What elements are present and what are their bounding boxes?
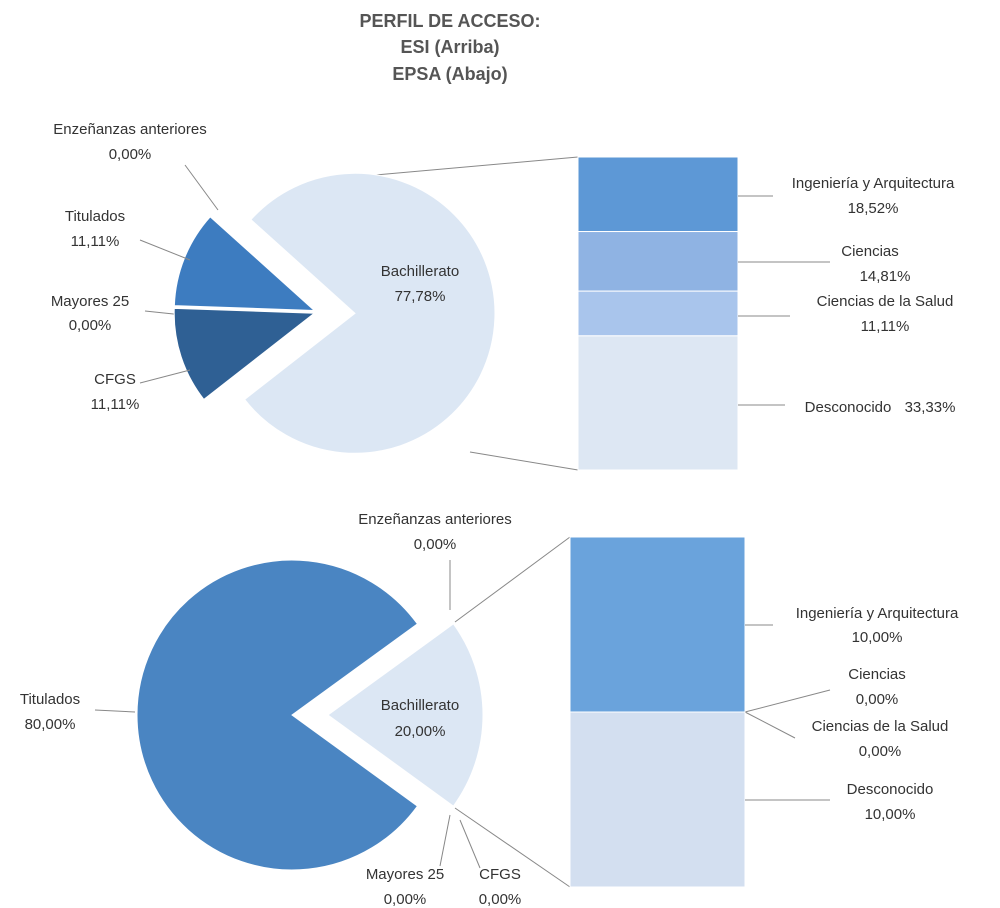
leader-line [184,164,219,211]
bar-value: 18,52% [848,200,899,217]
slice-label: Enzeñanzas anteriores [53,121,206,138]
slice-label: Titulados [20,691,80,708]
slice-label: Bachillerato [381,263,459,280]
leader-line [744,689,831,713]
bar-value: 11,11% [861,318,910,335]
slice-value: 77,78% [395,288,446,305]
slice-value: 11,11% [71,233,120,250]
bar-value: 33,33% [905,399,956,416]
pie-slice [327,623,484,807]
connector [454,536,571,623]
bar-label: Desconocido [805,399,892,416]
slice-value: 0,00% [69,317,112,334]
bar-segment [569,711,746,888]
bar-label: Ciencias de la Salud [817,293,954,310]
chart-title: ESI (Arriba) [400,37,499,57]
bar-label: Ingeniería y Arquitectura [796,605,959,622]
connector [469,451,579,471]
pie-slice [243,172,496,454]
bar-value: 0,00% [859,743,902,760]
connector [454,807,571,888]
bar-segment [569,536,746,713]
bar-label: Ciencias [848,666,906,683]
bar-segment [577,290,739,337]
bar-label: Ciencias de la Salud [812,718,949,735]
leader-line [94,709,136,713]
slice-label: Enzeñanzas anteriores [358,511,511,528]
connector [375,156,579,176]
bar-segment [577,335,739,471]
leader-line [139,369,191,384]
bar-label: Desconocido [847,781,934,798]
slice-label: Bachillerato [381,697,459,714]
slice-value: 80,00% [25,716,76,733]
bar-segment [577,231,739,292]
chart-title: PERFIL DE ACCESO: [359,11,540,31]
slice-label: Mayores 25 [366,866,444,883]
leader-line [139,239,191,261]
slice-label: Mayores 25 [51,293,129,310]
slice-value: 11,11% [91,396,140,413]
chart-title: EPSA (Abajo) [392,64,507,84]
slice-value: 0,00% [479,891,522,908]
bar-label: Ingeniería y Arquitectura [792,175,955,192]
bar-value: 0,00% [856,691,899,708]
bar-label: Ciencias [841,243,899,260]
slice-value: 0,00% [109,146,152,163]
bar-value: 10,00% [865,806,916,823]
bar-segment [577,156,739,233]
slice-value: 20,00% [395,723,446,740]
slice-label: Titulados [65,208,125,225]
bar-value: 14,81% [860,268,911,285]
leader-line [439,814,451,867]
slice-label: CFGS [94,371,136,388]
pie-slice [136,559,419,871]
slice-value: 0,00% [414,536,457,553]
leader-line [744,711,796,739]
bar-value: 10,00% [852,629,903,646]
slice-value: 0,00% [384,891,427,908]
leader-line [459,819,481,869]
pie-slice [173,307,316,401]
slice-label: CFGS [479,866,521,883]
pie-slice [210,215,316,310]
